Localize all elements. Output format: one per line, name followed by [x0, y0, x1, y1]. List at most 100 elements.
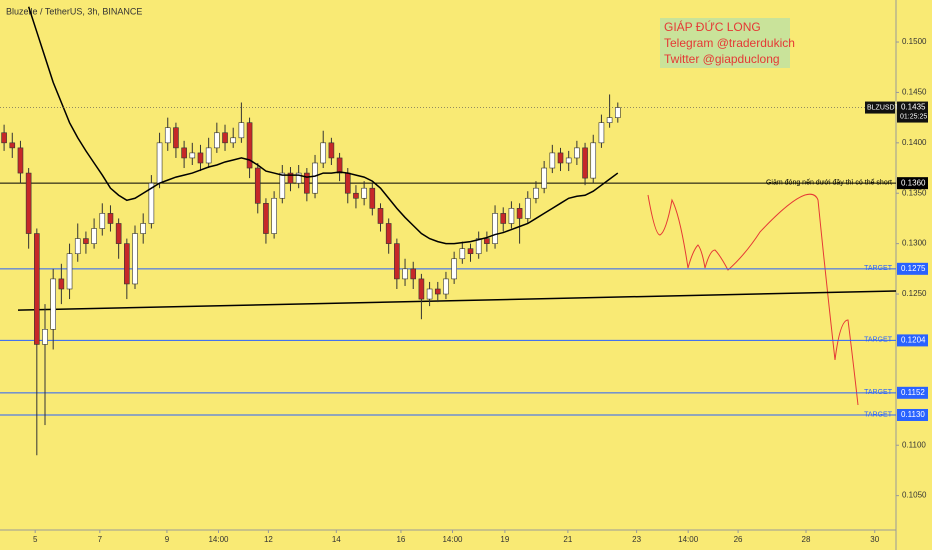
x-tick-label: 7	[98, 535, 103, 544]
candle-body	[279, 172, 286, 199]
level-badge	[897, 262, 928, 275]
chart-title: Bluzelle / TetherUS, 3h, BINANCE	[6, 6, 142, 16]
watermark-line: Twitter @giapduclong	[664, 52, 780, 66]
candle-body	[574, 147, 580, 159]
candle-body	[287, 172, 294, 184]
candle-body	[42, 329, 48, 345]
candle-body	[164, 127, 171, 144]
moving-average	[27, 6, 619, 245]
candle-body	[66, 253, 73, 290]
candle-body	[353, 192, 359, 199]
candle-body	[205, 147, 212, 164]
candle-body	[369, 187, 376, 209]
candle-body	[99, 213, 106, 229]
projection-sketch	[647, 193, 859, 406]
candle-body	[565, 157, 572, 164]
x-tick-label: 23	[632, 535, 641, 544]
candle-body	[336, 157, 343, 174]
y-tick-label: 0.1350	[902, 188, 927, 197]
symbol-label: BLZUSDT	[867, 104, 900, 111]
x-tick-label: 30	[870, 535, 879, 544]
y-tick-label: 0.1100	[902, 440, 926, 449]
candle-body	[34, 233, 40, 345]
candle-body	[238, 122, 245, 139]
x-tick-label: 16	[396, 535, 405, 544]
candle-body	[459, 248, 466, 260]
candle-body	[614, 107, 621, 118]
candle-body	[524, 197, 531, 219]
trend-line	[17, 290, 897, 311]
candle-body	[148, 182, 155, 224]
candle-body	[181, 147, 187, 159]
watermark-line: GIÁP ĐỨC LONG	[664, 19, 761, 34]
level-text: Giảm đóng nến dưới đây thì có thể short	[766, 177, 892, 186]
candle-body	[107, 213, 114, 224]
level-price: 0.1130	[901, 410, 925, 419]
level-badge	[897, 386, 928, 399]
candle-body	[9, 142, 16, 149]
candle-body	[91, 228, 97, 244]
candle-body	[58, 278, 65, 290]
y-tick-label: 0.1450	[902, 88, 927, 97]
candle-body	[320, 142, 327, 164]
candle-body	[418, 278, 425, 300]
level-badge	[897, 408, 928, 421]
candle-body	[263, 203, 269, 234]
x-tick-label: 9	[165, 535, 170, 544]
candle-body	[361, 187, 367, 199]
candle-body	[492, 213, 498, 244]
candle-body	[434, 288, 441, 295]
candle-body	[222, 132, 228, 144]
candle-body	[557, 152, 564, 164]
candle-body	[484, 238, 490, 244]
candle-body	[344, 172, 351, 194]
level-text: TARGET	[864, 389, 893, 396]
candle-body	[1, 132, 7, 144]
candle-body	[606, 117, 613, 123]
candle-body	[410, 268, 417, 280]
candle-body	[500, 213, 507, 224]
level-price: 0.1360	[901, 178, 926, 187]
watermark-box	[660, 18, 790, 68]
candle-body	[230, 137, 237, 144]
x-tick-label: 21	[563, 535, 572, 544]
candle-body	[83, 238, 89, 244]
level-price: 0.1152	[901, 388, 925, 397]
candle-body	[549, 152, 556, 169]
candle-body	[598, 122, 605, 144]
x-tick-label: 19	[500, 535, 509, 544]
candle-body	[173, 127, 179, 149]
candle-body	[140, 223, 146, 234]
candle-body	[197, 152, 204, 164]
candle-body	[214, 132, 220, 149]
x-tick-label: 14:00	[442, 535, 463, 544]
x-tick-label: 14:00	[208, 535, 229, 544]
candle-body	[254, 167, 261, 204]
candle-body	[156, 142, 163, 184]
candle-body	[426, 288, 433, 300]
level-text: TARGET	[864, 337, 893, 344]
countdown: 01:25:25	[900, 113, 927, 120]
candle-body	[328, 142, 335, 159]
y-tick-label: 0.1400	[902, 138, 927, 147]
watermark-line: Telegram @traderdukich	[664, 36, 795, 50]
candle-body	[50, 278, 56, 330]
candle-body	[451, 258, 457, 280]
level-price: 0.1204	[901, 336, 926, 345]
candle-body	[533, 187, 539, 199]
candle-body	[582, 147, 588, 179]
x-tick-label: 12	[264, 535, 273, 544]
candle-body	[385, 223, 392, 244]
candle-body	[467, 248, 474, 255]
y-tick-label: 0.1050	[902, 491, 927, 500]
candle-body	[17, 147, 24, 174]
x-tick-label: 28	[802, 535, 811, 544]
level-badge	[897, 177, 928, 190]
y-tick-label: 0.1300	[902, 239, 927, 248]
candle-body	[443, 278, 449, 295]
last-price-badge	[897, 101, 928, 123]
last-price: 0.1435	[901, 103, 926, 112]
candle-body	[312, 162, 318, 194]
candle-body	[541, 167, 547, 189]
